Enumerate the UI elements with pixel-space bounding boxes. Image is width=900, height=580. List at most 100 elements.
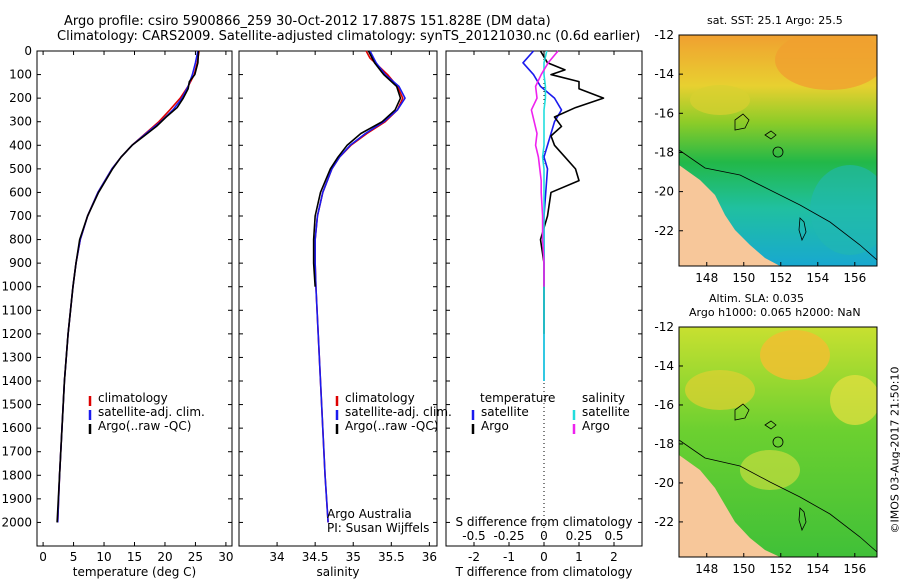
map-x-tick-label: 152 — [769, 271, 792, 285]
series-line-satellite-adj-clim- — [314, 50, 406, 523]
legend3-t-argo: Argo — [481, 419, 509, 433]
map-x-tick-label: 154 — [806, 562, 829, 576]
map-x-tick-label: 148 — [695, 271, 718, 285]
y-tick-label: 1600 — [1, 421, 32, 435]
map-x-tick-label: 156 — [843, 562, 866, 576]
y-tick-label: 1100 — [1, 303, 32, 317]
axes-frame — [238, 50, 438, 547]
x-tick-label: 2 — [610, 550, 618, 564]
x-tick-label: 15 — [127, 550, 142, 564]
map-y-tick-label: -18 — [654, 145, 674, 159]
y-tick-label: 500 — [9, 162, 32, 176]
series-line-satellite-adj-clim- — [56, 50, 199, 523]
imos-credit: ©IMOS 03-Aug-2017 21:50:10 — [888, 366, 900, 534]
x-axis-label: temperature (deg C) — [73, 565, 196, 579]
x-tick-label: 35 — [346, 550, 361, 564]
series-line-argo-raw-qc- — [56, 50, 200, 523]
map-y-tick-label: -20 — [654, 476, 674, 490]
y-tick-label: 1700 — [1, 445, 32, 459]
sla-map — [678, 326, 878, 558]
y-tick-label: 1300 — [1, 350, 32, 364]
map-y-tick-label: -12 — [654, 28, 674, 42]
sla-map-title-line1: Altim. SLA: 0.035 — [709, 292, 805, 305]
y-tick-label: 900 — [9, 256, 32, 270]
x2-tick-label: -0.25 — [493, 529, 524, 543]
legend3-s-argo: Argo — [582, 419, 610, 433]
y-tick-label: 100 — [9, 68, 32, 82]
x-tick-label: 10 — [96, 550, 111, 564]
map-y-tick-label: -18 — [654, 437, 674, 451]
legend2-climatology: climatology — [345, 391, 415, 405]
legend1-climatology: climatology — [98, 391, 168, 405]
map-y-tick-label: -22 — [654, 224, 674, 238]
y-tick-label: 1400 — [1, 374, 32, 388]
x-tick-label: -1 — [503, 550, 515, 564]
x-tick-label: 0 — [540, 550, 548, 564]
map-y-tick-label: -14 — [654, 359, 674, 373]
attribution-line2: PI: Susan Wijffels — [327, 521, 430, 535]
legend2-argo: Argo(..raw -QC) — [345, 419, 439, 433]
x-tick-label: 36 — [422, 550, 437, 564]
legend2-satellite: satellite-adj. clim. — [345, 405, 452, 419]
map-y-tick-label: -12 — [654, 320, 674, 334]
profile-panel-3: -2 -1 0 1 2T difference from climatology -0.5… — [445, 50, 643, 579]
y-tick-label: 400 — [9, 138, 32, 152]
series-line-argo-raw-qc- — [312, 50, 402, 287]
y-tick-label: 300 — [9, 115, 32, 129]
sst-map — [678, 34, 878, 267]
sla-map-title-line2: Argo h1000: 0.065 h2000: NaN — [689, 306, 861, 319]
y-tick-label: 2000 — [1, 515, 32, 529]
x-tick-label: -2 — [468, 550, 480, 564]
map-x-tick-label: 154 — [806, 271, 829, 285]
legend1-satellite: satellite-adj. clim. — [98, 405, 205, 419]
x-tick-label: 1 — [575, 550, 583, 564]
series-line-salinity-argo — [530, 50, 559, 287]
map-y-tick-label: -16 — [654, 398, 674, 412]
axes-frame — [36, 50, 233, 547]
legend3-t-satellite: satellite — [481, 405, 529, 419]
y-tick-label: 1800 — [1, 468, 32, 482]
x2-axis-label: S difference from climatology — [456, 515, 633, 529]
sst-map-title: sat. SST: 25.1 Argo: 25.5 — [707, 14, 843, 27]
map-x-tick-label: 148 — [695, 562, 718, 576]
map-y-tick-label: -14 — [654, 67, 674, 81]
x-tick-label: 34.5 — [302, 550, 329, 564]
legend3-temperature-header: temperature — [480, 391, 556, 405]
figure-title-line1: Argo profile: csiro 5900866_259 30-Oct-2… — [64, 14, 551, 29]
map-axes-1: 148 150 152 154 156 -12 -14 -16 -18 -20 -22 — [654, 28, 866, 285]
x-tick-label: 0 — [39, 550, 47, 564]
y-tick-label: 600 — [9, 185, 32, 199]
legend3-salinity-header: salinity — [582, 391, 626, 405]
map-y-tick-label: -16 — [654, 106, 674, 120]
x-tick-label: 30 — [218, 550, 233, 564]
x-axis-label: T difference from climatology — [455, 565, 633, 579]
attribution-line1: Argo Australia — [327, 507, 412, 521]
legend3-s-satellite: satellite — [582, 405, 630, 419]
profile-panel-1: 0 100 200 300 400 500 600 700 800 900 1000 1100 1200… — [1, 44, 233, 579]
x-tick-label: 5 — [70, 550, 78, 564]
map-y-tick-label: -22 — [654, 515, 674, 529]
series-line-temperature-argo — [539, 50, 605, 334]
map-x-tick-label: 156 — [843, 271, 866, 285]
y-tick-label: 1500 — [1, 398, 32, 412]
map-axes-2: 148 150 152 154 156 -12 -14 -16 -18 -20 -22 — [654, 320, 866, 576]
y-tick-label: 1200 — [1, 327, 32, 341]
legend1-argo: Argo(..raw -QC) — [98, 419, 192, 433]
series-line-climatology — [56, 50, 200, 523]
figure-title-line2: Climatology: CARS2009. Satellite-adjuste… — [57, 29, 641, 44]
y-tick-label: 200 — [9, 91, 32, 105]
x-tick-label: 34 — [269, 550, 284, 564]
y-tick-label: 800 — [9, 233, 32, 247]
series-line-climatology — [314, 50, 404, 523]
y-tick-label: 1000 — [1, 280, 32, 294]
x2-tick-label: 0.25 — [566, 529, 593, 543]
x-axis-label: salinity — [316, 565, 359, 579]
x-tick-label: 25 — [188, 550, 203, 564]
y-tick-label: 700 — [9, 209, 32, 223]
profile-panel-2: 34 34.5 35 35.5 36 salinity — [238, 50, 438, 579]
map-x-tick-label: 150 — [732, 562, 755, 576]
map-x-tick-label: 150 — [732, 271, 755, 285]
y-tick-label: 1900 — [1, 492, 32, 506]
x2-tick-label: -0.5 — [462, 529, 485, 543]
